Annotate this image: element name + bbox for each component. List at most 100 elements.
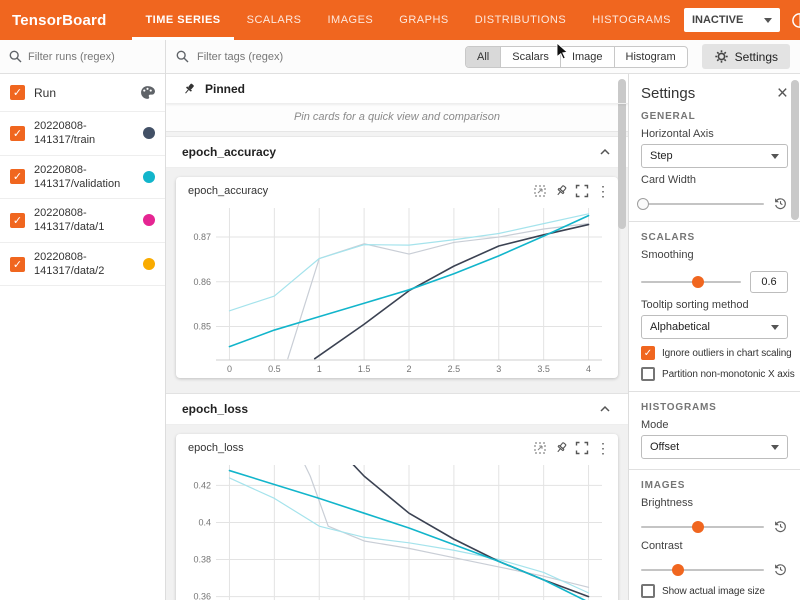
card-header: epoch_accuracy	[176, 177, 618, 200]
more-options-icon[interactable]	[596, 441, 610, 455]
run-row[interactable]: 20220808-141317/train	[0, 112, 165, 156]
chevron-down-icon	[763, 17, 772, 23]
fit-domain-icon[interactable]	[533, 184, 547, 198]
run-checkbox[interactable]	[10, 256, 25, 272]
reset-icon[interactable]	[773, 562, 788, 577]
contrast-toggle-button[interactable]	[789, 9, 800, 31]
svg-text:4: 4	[586, 364, 591, 374]
contrast-slider[interactable]	[641, 563, 764, 576]
scalar-card-epoch-accuracy: epoch_accuracy 0 0.5 1 1.5 2 2.5 3 3.5 4 0.85 0.86…	[176, 177, 618, 378]
app-header: TensorBoard TIME SERIES SCALARS IMAGES GRAP…	[0, 0, 800, 40]
close-icon[interactable]	[777, 84, 788, 103]
run-checkbox[interactable]	[10, 169, 25, 185]
pinned-section-header[interactable]: Pinned	[166, 74, 628, 104]
nav-tabs: TIME SERIES SCALARS IMAGES GRAPHS DISTRIBUTI…	[132, 0, 684, 40]
reset-icon[interactable]	[773, 196, 788, 211]
section-epoch-loss[interactable]: epoch_loss	[166, 394, 628, 425]
chevron-down-icon	[771, 153, 779, 159]
partition-x-axis-label: Partition non-monotonic X axis	[662, 368, 795, 380]
epoch-accuracy-chart[interactable]: 0 0.5 1 1.5 2 2.5 3 3.5 4 0.85 0.86 0.87	[180, 200, 612, 378]
run-select-all-checkbox[interactable]	[10, 85, 25, 100]
svg-text:0.4: 0.4	[198, 517, 211, 527]
card-title: epoch_loss	[188, 442, 244, 454]
tab-scalars[interactable]: SCALARS	[246, 14, 302, 26]
histogram-mode-select[interactable]: Offset	[641, 435, 788, 459]
run-name: 20220808- 141317/data/1	[34, 207, 105, 234]
tab-time-series[interactable]: TIME SERIES	[132, 0, 234, 40]
svg-text:1.5: 1.5	[358, 364, 371, 374]
card-title: epoch_accuracy	[188, 185, 269, 197]
svg-text:0.36: 0.36	[193, 592, 211, 600]
palette-icon[interactable]	[140, 85, 155, 100]
filter-pill-image[interactable]: Image	[559, 46, 614, 67]
run-row[interactable]: 20220808-141317/validation	[0, 156, 165, 200]
run-color-dot	[143, 127, 155, 140]
slider-knob[interactable]	[637, 197, 650, 210]
tab-graphs[interactable]: GRAPHS	[399, 14, 449, 26]
horizontal-axis-select[interactable]: Step	[641, 144, 788, 168]
scalars-heading: SCALARS	[641, 232, 695, 243]
pinned-hint-text: Pin cards for a quick view and compariso…	[166, 104, 628, 132]
chevron-up-icon[interactable]	[598, 145, 612, 159]
run-row[interactable]: 20220808-141317/data/2	[0, 243, 165, 287]
fullscreen-icon[interactable]	[575, 441, 589, 455]
general-heading: GENERAL	[641, 111, 696, 122]
settings-scrollbar[interactable]	[791, 80, 799, 220]
svg-text:0.42: 0.42	[193, 480, 211, 490]
fit-domain-icon[interactable]	[533, 441, 547, 455]
run-row[interactable]: 20220808-141317/data/1	[0, 199, 165, 243]
scalar-card-epoch-loss: epoch_loss 00.511.522.533.540.360.380.40…	[176, 434, 618, 600]
filter-runs-input[interactable]	[28, 50, 138, 63]
histogram-mode-value: Offset	[650, 441, 680, 453]
header-actions: INACTIVE ?	[683, 8, 800, 32]
status-dropdown-value: INACTIVE	[691, 14, 744, 26]
status-dropdown[interactable]: INACTIVE	[683, 8, 780, 32]
slider-knob[interactable]	[691, 520, 704, 533]
pin-card-icon[interactable]	[554, 441, 568, 455]
contrast-label: Contrast	[641, 540, 683, 552]
pin-card-icon[interactable]	[554, 184, 568, 198]
tab-images[interactable]: IMAGES	[327, 14, 374, 26]
card-header: epoch_loss	[176, 434, 618, 457]
histogram-mode-label: Mode	[641, 419, 669, 431]
filter-pill-scalars[interactable]: Scalars	[500, 46, 560, 67]
filter-pill-all[interactable]: All	[466, 46, 501, 67]
tab-distributions[interactable]: DISTRIBUTIONS	[474, 14, 567, 26]
chevron-up-icon[interactable]	[598, 402, 612, 416]
epoch-loss-chart[interactable]: 00.511.522.533.540.360.380.40.42	[180, 457, 612, 600]
tab-histograms[interactable]: HISTOGRAMS	[592, 14, 671, 26]
filter-tags-input[interactable]	[197, 50, 347, 63]
show-actual-size-checkbox[interactable]	[641, 584, 655, 598]
more-options-icon[interactable]	[596, 184, 610, 198]
card-width-slider[interactable]	[637, 197, 764, 210]
run-color-dot	[143, 214, 155, 227]
horizontal-axis-label: Horizontal Axis	[641, 128, 714, 140]
run-checkbox[interactable]	[10, 125, 25, 141]
section-epoch-accuracy[interactable]: epoch_accuracy	[166, 137, 628, 168]
filter-pill-histogram[interactable]: Histogram	[613, 46, 687, 67]
chevron-down-icon	[771, 444, 779, 450]
fullscreen-icon[interactable]	[575, 184, 589, 198]
settings-button[interactable]: Settings	[701, 44, 790, 69]
reset-icon[interactable]	[773, 519, 788, 534]
filter-runs-bar	[0, 40, 165, 74]
smoothing-value-input[interactable]: 0.6	[750, 271, 788, 293]
run-name: 20220808- 141317/train	[34, 120, 96, 147]
main-scrollbar[interactable]	[618, 79, 626, 229]
slider-knob[interactable]	[671, 563, 684, 576]
smoothing-slider[interactable]	[641, 276, 741, 288]
partition-x-axis-checkbox[interactable]	[641, 367, 655, 381]
ignore-outliers-label: Ignore outliers in chart scaling	[662, 347, 792, 359]
settings-panel: Settings GENERAL Horizontal Axis Step Ca…	[628, 74, 800, 600]
settings-panel-title: Settings	[641, 85, 696, 102]
run-list-header: Run	[0, 74, 165, 112]
ignore-outliers-checkbox[interactable]	[641, 346, 655, 360]
run-checkbox[interactable]	[10, 212, 25, 228]
slider-knob[interactable]	[692, 276, 704, 288]
run-header-label: Run	[34, 85, 57, 100]
brightness-slider[interactable]	[641, 520, 764, 533]
smoothing-label: Smoothing	[641, 249, 694, 261]
card-width-label: Card Width	[641, 174, 697, 186]
tooltip-sorting-select[interactable]: Alphabetical	[641, 315, 788, 339]
